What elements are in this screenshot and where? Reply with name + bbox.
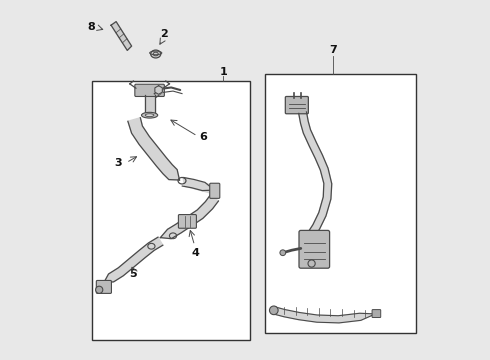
Polygon shape xyxy=(273,307,375,323)
Text: 8: 8 xyxy=(87,22,95,32)
Text: 2: 2 xyxy=(160,29,168,39)
Polygon shape xyxy=(145,95,155,115)
Polygon shape xyxy=(183,177,216,194)
Polygon shape xyxy=(128,118,179,180)
Bar xyxy=(92,81,250,340)
Text: 4: 4 xyxy=(192,248,199,258)
Bar xyxy=(265,74,416,333)
Polygon shape xyxy=(111,22,132,50)
FancyBboxPatch shape xyxy=(372,310,381,318)
Circle shape xyxy=(96,286,103,293)
FancyBboxPatch shape xyxy=(178,215,196,228)
FancyBboxPatch shape xyxy=(299,230,330,268)
Polygon shape xyxy=(155,86,162,94)
Ellipse shape xyxy=(151,50,161,58)
Ellipse shape xyxy=(145,114,154,117)
FancyBboxPatch shape xyxy=(135,84,164,96)
Text: 6: 6 xyxy=(199,132,208,142)
Polygon shape xyxy=(104,237,163,283)
Circle shape xyxy=(280,250,286,256)
Polygon shape xyxy=(160,195,219,239)
Circle shape xyxy=(270,306,278,315)
FancyBboxPatch shape xyxy=(285,96,308,114)
Ellipse shape xyxy=(142,112,158,118)
Polygon shape xyxy=(299,112,332,239)
Text: 5: 5 xyxy=(129,269,137,279)
Text: 3: 3 xyxy=(115,158,122,168)
Text: 1: 1 xyxy=(220,67,227,77)
FancyBboxPatch shape xyxy=(210,183,220,198)
FancyBboxPatch shape xyxy=(97,280,111,293)
Text: 7: 7 xyxy=(329,45,337,55)
